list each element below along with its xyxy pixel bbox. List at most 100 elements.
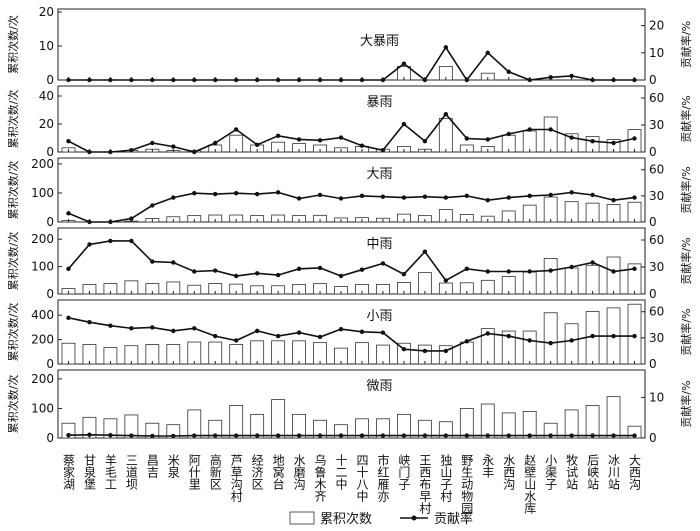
line-point (569, 135, 574, 140)
line-point (485, 269, 490, 274)
line-point (590, 192, 595, 198)
line-point (443, 195, 449, 200)
category-label: 野生动物园 (460, 454, 474, 515)
line-point (401, 272, 407, 277)
line-point (254, 142, 260, 147)
line-point (632, 195, 637, 200)
left-tick-label: 40 (39, 89, 54, 103)
right-axis-label: 贡献率/% (679, 95, 693, 142)
line-point (150, 203, 155, 208)
line-point (317, 265, 323, 271)
line-point (548, 340, 553, 346)
line-point (590, 260, 595, 265)
category-label: 甘泉堡 (82, 454, 96, 490)
bar-mark (522, 130, 537, 153)
line-point (422, 139, 428, 144)
line-point (380, 330, 386, 335)
bar-mark (292, 340, 306, 365)
legend-bar-swatch (289, 511, 315, 525)
right-tick-label: 60 (649, 91, 664, 105)
category-label: 高新区 (208, 453, 222, 490)
right-axis-label: 贡献率/% (679, 380, 693, 427)
line-point (359, 193, 365, 199)
left-tick-label: 10 (39, 39, 54, 53)
line-point (359, 267, 365, 272)
line-point (506, 131, 511, 137)
line-point (401, 346, 407, 352)
panel-title: 微雨 (366, 379, 392, 394)
bar-mark (585, 264, 600, 295)
right-tick-label: 0 (649, 145, 657, 159)
bar-mark (543, 257, 558, 295)
right-tick-label: 0 (649, 215, 657, 229)
right-tick-label: 60 (649, 305, 664, 319)
category-label: 三道坝 (124, 454, 138, 490)
line-point (275, 190, 281, 195)
right-tick-label: 0 (649, 431, 657, 445)
line-point (443, 348, 449, 354)
line-point (632, 136, 637, 141)
line-point (129, 326, 134, 331)
panel-title: 中雨 (366, 237, 392, 252)
legend-line-point (411, 515, 417, 521)
line-point (275, 272, 281, 278)
line-point (192, 269, 197, 274)
line-point (87, 432, 92, 437)
line-point (422, 348, 428, 354)
line-point (233, 273, 239, 279)
contribution-line (68, 112, 635, 153)
line-point (359, 143, 365, 148)
category-label: 小渠子 (544, 454, 558, 490)
line-point (590, 139, 595, 144)
line-point (338, 326, 344, 332)
line-point (233, 127, 239, 132)
line-point (192, 191, 197, 196)
line-point (317, 138, 323, 143)
left-tick-label: 0 (46, 73, 54, 87)
category-label: 阿什里 (187, 454, 201, 490)
line-point (171, 144, 176, 149)
bar-mark (313, 342, 327, 365)
left-tick-label: 100 (31, 401, 54, 415)
category-label: 蔡家湖 (61, 454, 75, 490)
line-point (275, 133, 281, 138)
line-point (254, 271, 260, 276)
left-axis-label: 累积次数/次 (6, 90, 20, 149)
bar-mark (543, 196, 558, 223)
contribution-line (67, 240, 635, 282)
bar-mark (187, 341, 202, 365)
line-point (527, 127, 532, 132)
line-point (527, 193, 532, 199)
line-point (506, 269, 511, 274)
right-tick-label: 20 (649, 19, 664, 33)
right-tick-label: 30 (649, 331, 664, 345)
line-point (485, 198, 490, 203)
line-point (66, 315, 71, 321)
bar-mark (208, 341, 223, 365)
category-label: 芦草沟村 (229, 454, 243, 502)
panel-frame (57, 85, 646, 153)
category-label: 峡门子 (397, 454, 411, 490)
right-tick-label: 60 (649, 163, 664, 177)
line-point (506, 333, 511, 339)
panel-title: 大雨 (366, 167, 392, 182)
line-point (485, 331, 490, 336)
line-point (401, 61, 407, 66)
bar-mark (229, 405, 244, 439)
bar-mark (564, 267, 579, 295)
left-axis-label: 累积次数/次 (6, 375, 20, 434)
right-tick-label: 30 (649, 189, 664, 203)
line-point (338, 273, 344, 279)
category-label: 王西布早村 (418, 454, 432, 514)
line-point (317, 334, 323, 340)
panel-title: 暴雨 (366, 95, 392, 110)
category-label: 地窝台 (271, 454, 285, 490)
category-label: 冰川站 (607, 454, 621, 490)
right-axis-label: 贡献率/% (679, 237, 693, 284)
bar-mark (627, 129, 642, 153)
line-point (527, 338, 532, 343)
line-point (380, 194, 386, 199)
category-label: 市红雁亦 (376, 453, 390, 503)
line-point (464, 193, 470, 199)
